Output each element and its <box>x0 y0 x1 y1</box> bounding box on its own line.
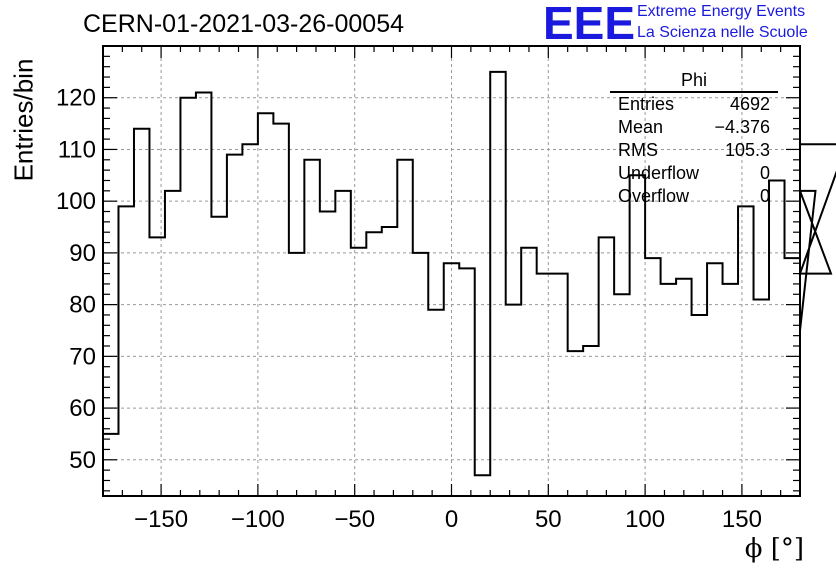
histogram-bin <box>583 346 598 496</box>
histogram-bin <box>211 217 226 496</box>
histogram-bin <box>413 253 428 496</box>
histogram-bin <box>769 180 784 496</box>
histogram-bin <box>707 263 722 496</box>
stats-row-overflow: Overflow 0 <box>610 185 778 208</box>
stats-row-rms: RMS 105.3 <box>610 139 778 162</box>
histogram-step-line <box>103 70 836 477</box>
histogram-bars <box>103 70 836 496</box>
stats-row-underflow: Underflow 0 <box>610 162 778 185</box>
x-axis-label: ϕ [°] <box>744 534 804 564</box>
y-tick-label: 60 <box>69 395 96 422</box>
histogram-bin <box>227 155 242 496</box>
histogram-bin <box>599 237 614 496</box>
x-tick-label: 150 <box>722 506 762 533</box>
stats-row-mean: Mean −4.376 <box>610 116 778 139</box>
histogram-bin <box>273 124 288 496</box>
chart-title: CERN-01-2021-03-26-00054 <box>83 10 405 38</box>
grid-lines <box>103 46 800 496</box>
histogram-bin <box>320 212 335 496</box>
histogram-bin <box>428 310 443 496</box>
x-tick-label: −100 <box>231 506 285 533</box>
histogram-bin <box>568 351 583 496</box>
histogram-bin <box>475 475 490 496</box>
histogram-bin <box>103 434 118 496</box>
y-tick-label: 50 <box>69 447 96 474</box>
histogram-bin <box>645 258 660 496</box>
logo-line-1: Extreme Energy Events <box>637 3 806 20</box>
histogram-bin <box>382 227 397 496</box>
histogram-bin <box>661 284 676 496</box>
histogram-bin <box>506 305 521 496</box>
histogram-bin <box>196 93 211 496</box>
histogram-bin <box>630 175 645 496</box>
histogram-bin <box>490 72 505 496</box>
y-axis-label: Entries/bin <box>8 58 39 182</box>
stats-label: Mean <box>618 117 664 137</box>
tick-labels: −150 −100 −50 0 50 100 150 50 60 70 80 90 100 110 120 <box>56 85 762 533</box>
y-tick-label: 70 <box>69 343 96 370</box>
histogram-bin <box>723 284 738 496</box>
stats-value: 105.3 <box>724 140 770 160</box>
y-tick-label: 80 <box>69 292 96 319</box>
stats-label: Entries <box>618 94 675 114</box>
y-tick-label: 90 <box>69 240 96 267</box>
histogram-bin <box>754 299 769 496</box>
histogram-bin <box>335 191 350 496</box>
eee-logo: EEE <box>543 0 636 49</box>
x-tick-label: 0 <box>445 506 458 533</box>
y-axis-label-wrap: Entries/bin <box>6 50 42 190</box>
stats-label: Underflow <box>618 163 700 183</box>
histogram-bin <box>537 274 552 496</box>
histogram-bin <box>614 294 629 496</box>
y-tick-label: 120 <box>56 85 96 112</box>
histogram-bin <box>397 160 412 496</box>
histogram-bin <box>304 160 319 496</box>
stats-value: −4.376 <box>714 117 770 137</box>
histogram-bin <box>676 279 691 496</box>
stats-row-entries: Entries 4692 <box>610 93 778 116</box>
histogram-bin <box>366 232 381 496</box>
y-tick-label: 100 <box>56 188 96 215</box>
histogram-bin <box>521 248 536 496</box>
histogram-bin <box>118 206 133 496</box>
axis-ticks <box>102 45 801 496</box>
histogram-bin <box>459 268 474 496</box>
histogram-bin <box>289 253 304 496</box>
logo-line-2: La Scienza nelle Scuole <box>637 24 808 41</box>
histogram-bin <box>351 248 366 496</box>
histogram-bin <box>738 206 753 496</box>
x-tick-label: −50 <box>334 506 375 533</box>
histogram-bin <box>134 129 149 496</box>
histogram-bin <box>180 98 195 496</box>
histogram-bin <box>258 113 273 496</box>
histogram-bin <box>692 315 707 496</box>
stats-label: Overflow <box>618 186 690 206</box>
stats-label: RMS <box>618 140 658 160</box>
histogram-bin <box>242 144 257 496</box>
histogram-bin <box>444 263 459 496</box>
histogram-bin <box>165 191 180 496</box>
x-tick-label: 50 <box>535 506 562 533</box>
y-tick-label: 110 <box>58 136 96 163</box>
histogram-bin <box>149 237 164 496</box>
x-tick-label: 100 <box>625 506 665 533</box>
x-tick-label: −150 <box>134 506 188 533</box>
stats-value: 4692 <box>729 94 770 114</box>
stats-value: 0 <box>759 163 770 183</box>
stats-box-title: Phi <box>610 70 778 93</box>
histogram-bin <box>552 274 567 496</box>
stats-value: 0 <box>759 186 770 206</box>
stats-box: Phi Entries 4692 Mean −4.376 RMS 105.3 U… <box>610 70 778 208</box>
